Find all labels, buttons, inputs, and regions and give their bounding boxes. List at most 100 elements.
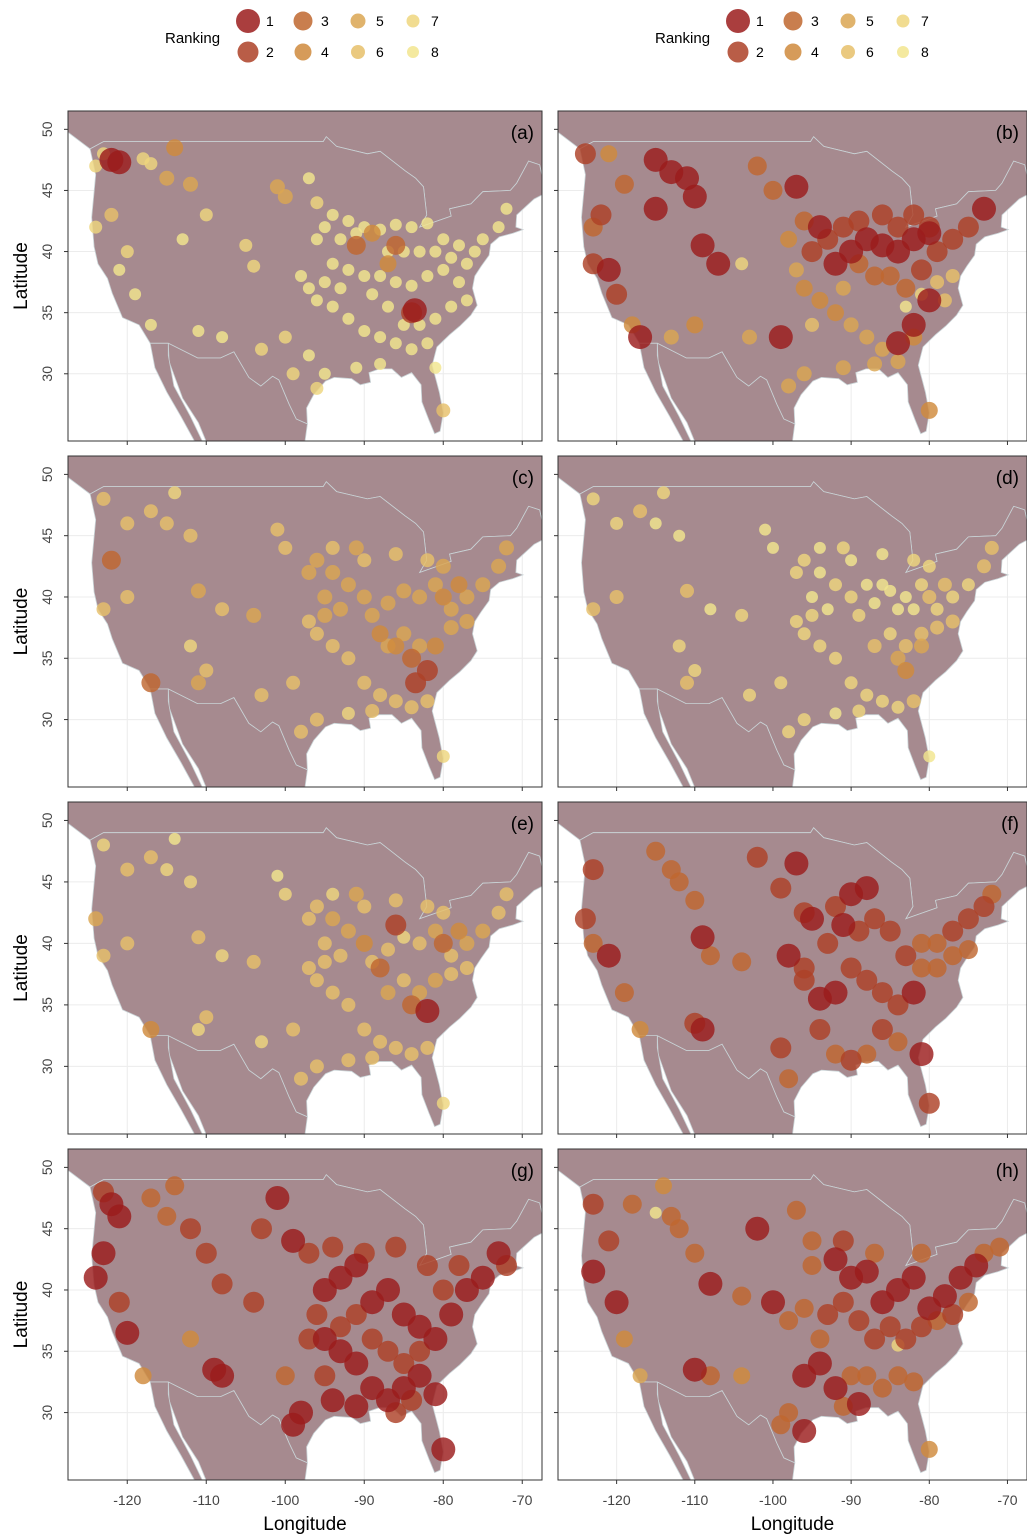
- legend-right: Ranking 1 2 3 4 5 6 7 8: [655, 9, 929, 63]
- station-rank-5: [380, 595, 396, 611]
- station-rank-8: [421, 337, 434, 350]
- land-baja: [638, 342, 692, 441]
- station-rank-7: [610, 516, 624, 530]
- y-tick-label: 40: [39, 589, 55, 605]
- x-tick-label: -90: [841, 1492, 861, 1508]
- legend-label-1: 1: [266, 13, 274, 29]
- station-rank-7: [657, 486, 670, 500]
- station-rank-7: [247, 259, 261, 273]
- station-rank-6: [183, 528, 198, 543]
- station-rank-2: [957, 216, 979, 238]
- station-rank-3: [433, 933, 453, 953]
- y-tick-label: 35: [39, 650, 55, 666]
- y-tick-label: 30: [39, 1405, 55, 1421]
- station-rank-1: [439, 1302, 464, 1327]
- station-rank-5: [475, 923, 491, 939]
- station-rank-7: [160, 863, 174, 877]
- station-rank-5: [301, 565, 317, 580]
- station-rank-2: [590, 204, 612, 226]
- station-rank-7: [168, 486, 182, 500]
- station-rank-1: [402, 298, 427, 323]
- station-rank-4: [363, 224, 381, 242]
- station-rank-3: [685, 890, 705, 910]
- station-rank-2: [911, 1316, 932, 1338]
- station-rank-6: [365, 1050, 380, 1065]
- station-rank-4: [142, 1021, 160, 1038]
- station-rank-5: [443, 601, 459, 617]
- station-rank-7: [829, 651, 842, 665]
- station-rank-5: [340, 923, 356, 939]
- station-rank-1: [604, 1290, 629, 1315]
- station-rank-6: [96, 491, 111, 506]
- station-rank-6: [977, 559, 991, 574]
- station-rank-8: [421, 270, 434, 282]
- station-rank-5: [890, 354, 906, 370]
- station-rank-3: [141, 1188, 161, 1208]
- station-rank-8: [806, 591, 818, 603]
- station-rank-4: [600, 145, 618, 163]
- station-rank-7: [782, 725, 796, 739]
- station-rank-6: [215, 602, 230, 617]
- station-rank-8: [845, 554, 858, 567]
- panel-label: (h): [996, 1161, 1019, 1182]
- station-rank-4: [631, 1021, 649, 1038]
- legend-label-1: 1: [756, 13, 764, 29]
- station-rank-1: [344, 1351, 369, 1376]
- y-axis-label: Latitude: [11, 588, 32, 656]
- station-rank-1: [776, 943, 801, 968]
- station-rank-3: [370, 958, 390, 978]
- station-rank-5: [475, 577, 491, 593]
- station-rank-4: [686, 316, 704, 334]
- station-rank-8: [374, 358, 387, 370]
- station-rank-8: [326, 257, 339, 270]
- station-rank-6: [906, 694, 921, 709]
- station-rank-2: [871, 204, 893, 226]
- station-rank-8: [350, 227, 363, 240]
- panel-label: (a): [511, 123, 534, 144]
- station-rank-1: [800, 906, 824, 931]
- station-rank-1: [91, 1241, 116, 1266]
- station-rank-2: [574, 143, 596, 165]
- station-rank-5: [781, 378, 797, 394]
- station-rank-8: [468, 245, 481, 258]
- station-rank-6: [930, 620, 945, 635]
- station-rank-7: [586, 492, 600, 506]
- station-rank-6: [444, 967, 459, 982]
- station-rank-8: [389, 276, 402, 289]
- station-rank-2: [957, 908, 979, 930]
- station-rank-7: [907, 553, 921, 567]
- y-tick-label: 40: [39, 244, 55, 260]
- station-rank-7: [789, 615, 803, 628]
- station-rank-1: [854, 876, 879, 901]
- station-rank-1: [486, 1241, 511, 1266]
- x-axis-label: Longitude: [263, 1514, 346, 1535]
- station-rank-3: [927, 933, 947, 953]
- station-rank-1: [784, 174, 809, 199]
- station-rank-1: [823, 1247, 848, 1272]
- station-rank-2: [832, 1230, 854, 1252]
- station-rank-2: [385, 914, 407, 936]
- station-rank-5: [246, 607, 262, 623]
- station-rank-1: [107, 150, 132, 175]
- station-rank-3: [700, 946, 720, 966]
- station-rank-2: [840, 957, 862, 979]
- station-rank-1: [690, 925, 715, 950]
- station-rank-5: [88, 911, 104, 927]
- legend-label-3: 3: [321, 13, 329, 29]
- station-rank-8: [437, 233, 450, 246]
- station-rank-8: [216, 331, 229, 344]
- station-rank-2: [432, 1279, 454, 1301]
- y-tick-label: 45: [39, 182, 55, 198]
- station-rank-7: [774, 676, 788, 690]
- station-rank-6: [317, 936, 332, 951]
- station-rank-3: [622, 1194, 642, 1214]
- station-rank-7: [191, 1023, 205, 1036]
- station-rank-8: [453, 239, 465, 252]
- station-rank-6: [381, 942, 395, 957]
- station-rank-1: [376, 1278, 400, 1302]
- station-rank-2: [817, 932, 839, 954]
- station-rank-8: [892, 603, 904, 616]
- station-rank-2: [793, 969, 815, 991]
- station-rank-3: [141, 673, 161, 693]
